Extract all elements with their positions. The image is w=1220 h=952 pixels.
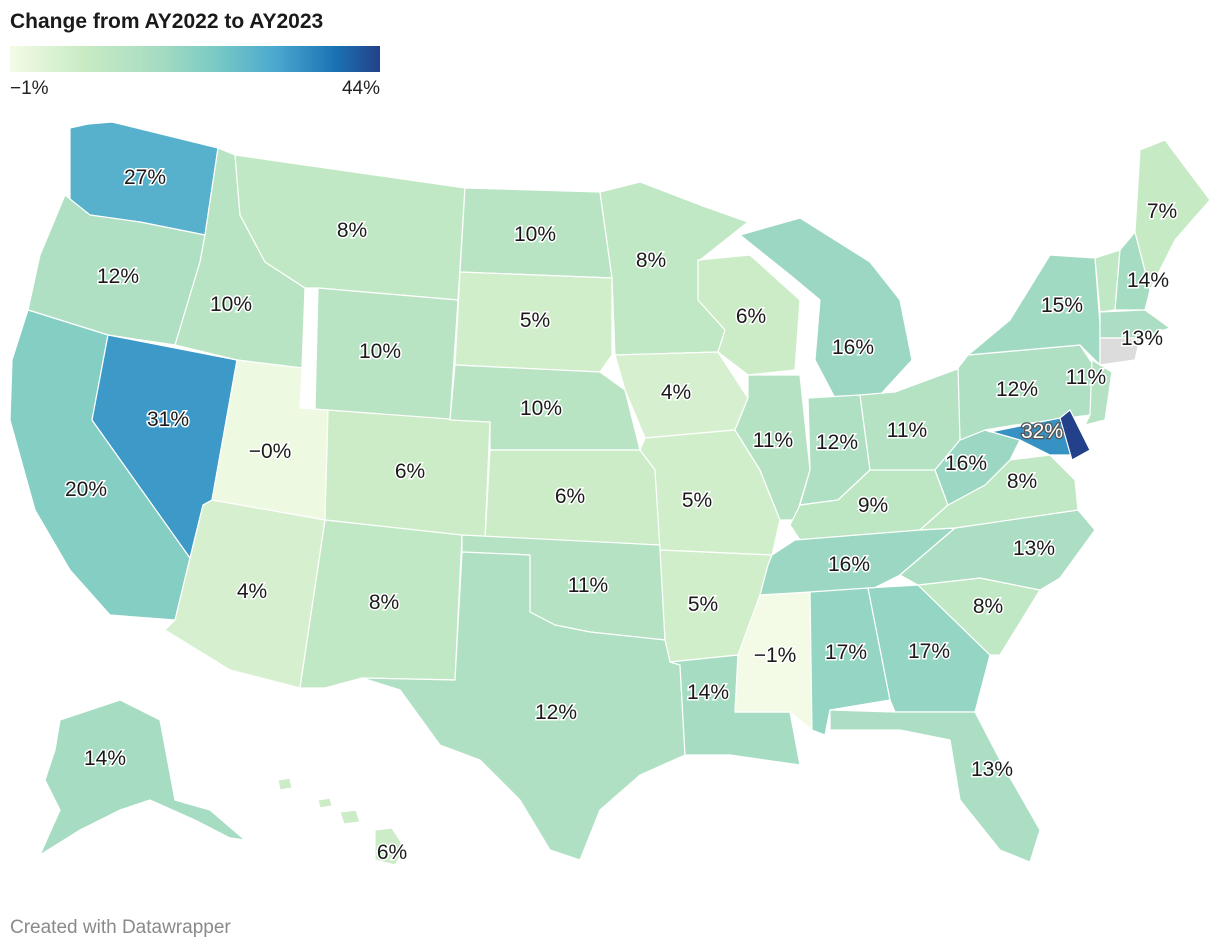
state-de[interactable] — [1059, 409, 1091, 461]
label-ma: 13% — [1121, 327, 1163, 350]
label-mo: 5% — [682, 489, 712, 512]
label-nj: 11% — [1066, 366, 1106, 389]
label-ms: −1% — [754, 644, 797, 667]
label-co: 6% — [395, 460, 425, 483]
state-fl[interactable] — [829, 709, 1041, 863]
state-nh[interactable] — [1114, 231, 1151, 311]
footer-credit: Created with Datawrapper — [10, 917, 231, 938]
map-title: Change from AY2022 to AY2023 — [10, 10, 324, 33]
label-mt: 8% — [337, 219, 367, 242]
label-va: 8% — [1007, 470, 1037, 493]
label-ok: 11% — [568, 574, 608, 597]
label-mi: 16% — [832, 336, 874, 359]
label-ny: 15% — [1041, 294, 1083, 317]
label-ks: 6% — [555, 485, 585, 508]
us-choropleth-map: 27% 12% 20% 31% 10% 8% 10% −0% 4% 6% 8% … — [9, 121, 1211, 866]
state-ma[interactable] — [1099, 309, 1171, 339]
state-ct[interactable] — [1099, 337, 1141, 366]
state-il[interactable] — [734, 374, 811, 521]
legend-min-label: −1% — [10, 78, 49, 99]
label-pa: 12% — [996, 378, 1038, 401]
label-nh: 14% — [1127, 269, 1169, 292]
label-ne: 10% — [520, 397, 562, 420]
state-ak[interactable] — [39, 699, 246, 856]
state-tx[interactable] — [361, 551, 686, 861]
label-nc: 13% — [1013, 537, 1055, 560]
label-ga: 17% — [908, 640, 950, 663]
label-la: 14% — [687, 681, 729, 704]
label-al: 17% — [825, 641, 867, 664]
label-ky: 9% — [858, 494, 888, 517]
label-md: 32% — [1021, 420, 1063, 443]
state-shapes — [9, 121, 1211, 866]
label-or: 12% — [97, 265, 139, 288]
label-nd: 10% — [514, 223, 556, 246]
label-ut: −0% — [249, 440, 292, 463]
state-labels: 27% 12% 20% 31% 10% 8% 10% −0% 4% 6% 8% … — [63, 165, 1178, 866]
state-nj[interactable] — [1084, 359, 1113, 426]
label-in: 12% — [816, 431, 858, 454]
label-ak: 14% — [84, 747, 126, 770]
state-sd[interactable] — [454, 271, 613, 373]
label-wa: 27% — [124, 166, 166, 189]
legend-max-label: 44% — [341, 78, 380, 99]
label-tx: 12% — [535, 701, 577, 724]
label-il: 11% — [753, 429, 793, 452]
label-tn: 16% — [828, 553, 870, 576]
state-me[interactable] — [1134, 139, 1211, 291]
label-me: 7% — [1147, 200, 1177, 223]
label-oh: 11% — [887, 419, 927, 442]
state-hi[interactable] — [277, 777, 406, 866]
label-wi: 6% — [736, 305, 766, 328]
label-id: 10% — [210, 293, 252, 316]
label-hi: 6% — [377, 841, 407, 864]
label-nm: 8% — [369, 591, 399, 614]
label-mn: 8% — [636, 249, 666, 272]
label-ar: 5% — [688, 593, 718, 616]
label-az: 4% — [237, 580, 267, 603]
label-sd: 5% — [520, 309, 550, 332]
label-wv: 16% — [945, 452, 987, 475]
label-fl: 13% — [971, 758, 1013, 781]
label-wy: 10% — [359, 340, 401, 363]
label-nv: 31% — [147, 408, 189, 431]
label-ia: 4% — [661, 381, 691, 404]
label-ca: 20% — [65, 478, 107, 501]
legend-color-scale — [10, 46, 380, 72]
label-sc: 8% — [973, 595, 1003, 618]
